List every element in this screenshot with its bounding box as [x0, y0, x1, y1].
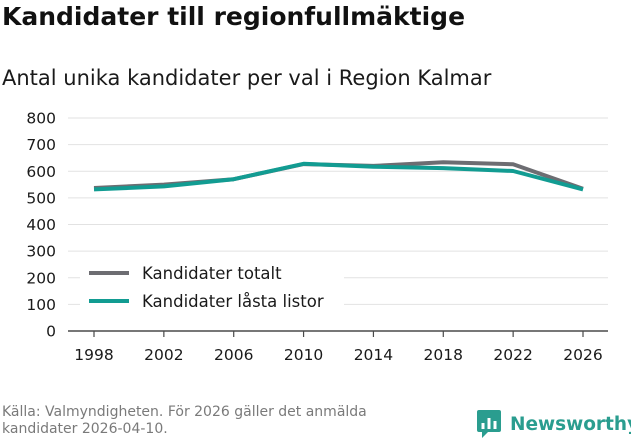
y-tick-label: 0: [46, 323, 56, 341]
legend-background: [80, 258, 344, 318]
x-tick-label: 2002: [144, 346, 183, 364]
y-tick-label: 600: [26, 163, 56, 181]
brand-name: Newsworthy: [510, 413, 631, 435]
newsworthy-logo-icon: [477, 410, 501, 438]
source-note: Källa: Valmyndigheten. För 2026 gäller d…: [2, 404, 367, 437]
legend-label: Kandidater totalt: [142, 264, 282, 283]
y-axis-ticks: 0 100 200 300 400 500 600 700 800: [26, 110, 56, 341]
chart-title: Kandidater till regionfullmäktige: [2, 2, 466, 31]
x-tick-label: 2014: [354, 346, 393, 364]
y-tick-label: 200: [26, 269, 56, 287]
y-tick-label: 500: [26, 189, 56, 207]
series-line-kandidater-lasta-listor: [93, 161, 584, 192]
newsworthy-brand: Newsworthy: [476, 408, 631, 440]
x-axis-ticks: 1998 2002 2006 2010 2014 2018 2022 2026: [74, 331, 603, 364]
x-tick-label: 2022: [493, 346, 532, 364]
x-tick-label: 1998: [74, 346, 113, 364]
y-tick-label: 700: [26, 136, 56, 154]
chart-subtitle: Antal unika kandidater per val i Region …: [2, 66, 492, 90]
y-tick-label: 100: [26, 296, 56, 314]
line-chart: 0 100 200 300 400 500 600 700 800 1998 2002 2006 20…: [26, 110, 608, 364]
series-lines: [93, 160, 584, 192]
x-tick-label: 2018: [424, 346, 463, 364]
y-tick-label: 800: [26, 110, 56, 128]
legend-label: Kandidater låsta listor: [142, 292, 324, 311]
y-tick-label: 300: [26, 243, 56, 261]
y-tick-label: 400: [26, 216, 56, 234]
x-tick-label: 2006: [214, 346, 253, 364]
x-tick-label: 2010: [284, 346, 323, 364]
legend: Kandidater totalt Kandidater låsta listor: [80, 258, 344, 318]
x-tick-label: 2026: [563, 346, 602, 364]
